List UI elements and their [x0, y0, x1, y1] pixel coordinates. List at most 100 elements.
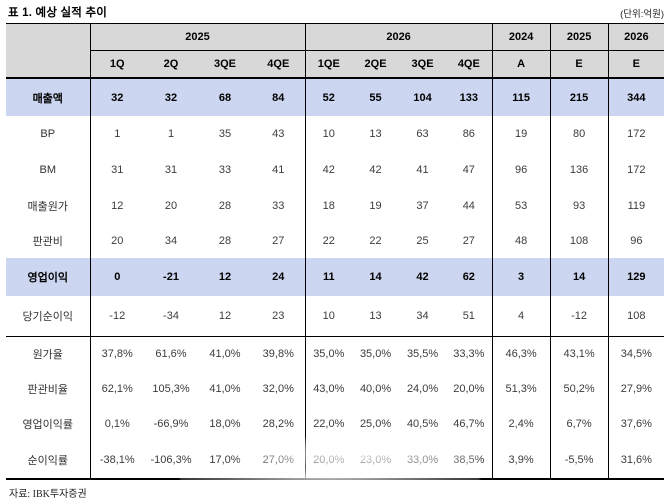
row-label: 판관비율 [6, 371, 91, 406]
value-cell: 12 [90, 188, 144, 224]
table-row: BP 1 1 35 43 10 13 63 86 19 80 172 [6, 116, 665, 152]
value-cell: 33 [198, 152, 252, 188]
value-cell: 32,0% [252, 371, 306, 406]
value-cell: 55 [352, 78, 400, 116]
value-cell: 108 [550, 224, 609, 258]
value-cell: 62,1% [90, 371, 144, 406]
table-row: BM 31 31 33 41 42 42 41 47 96 136 172 [6, 152, 665, 188]
row-label: 영업이익 [6, 258, 91, 296]
value-cell: 11 [305, 258, 353, 296]
value-cell: 344 [608, 78, 665, 116]
value-cell: 31 [90, 152, 144, 188]
value-cell: 129 [608, 258, 665, 296]
value-cell: 41 [399, 152, 447, 188]
period-header: A [492, 50, 551, 79]
table-row: 순이익률 -38,1% -106,3% 17,0% 27,0% 20,0% 23,0% 33,… [6, 442, 665, 479]
row-label: 매출액 [6, 78, 91, 116]
value-cell: 1 [90, 116, 144, 152]
value-cell: 6,7% [550, 406, 609, 442]
period-header: 2Q [144, 50, 198, 79]
value-cell: 22 [305, 224, 353, 258]
value-cell: 25 [399, 224, 447, 258]
value-cell: 20 [144, 188, 198, 224]
year-group-header: 2024 [492, 23, 551, 51]
source-note: 자료: IBK투자증권 [9, 489, 87, 500]
value-cell: 172 [608, 152, 665, 188]
value-cell: 35,0% [305, 335, 353, 371]
value-cell: 37 [399, 188, 447, 224]
value-cell: 119 [608, 188, 665, 224]
period-header: E [608, 50, 665, 79]
value-cell: 13 [352, 296, 400, 336]
value-cell: 34 [144, 224, 198, 258]
table-row: 영업이익 0 -21 12 24 11 14 42 62 3 14 129 [6, 258, 665, 296]
value-cell: 52 [305, 78, 353, 116]
value-cell: 47 [446, 152, 493, 188]
row-label: BP [6, 116, 91, 152]
value-cell: 24,0% [399, 371, 447, 406]
table-title: 표 1. 예상 실적 추이 [8, 7, 108, 19]
value-cell: 12 [198, 258, 252, 296]
value-cell: 172 [608, 116, 665, 152]
corner-header-cell [6, 23, 91, 79]
value-cell: 68 [198, 78, 252, 116]
value-cell: 20 [90, 224, 144, 258]
value-cell: 133 [446, 78, 493, 116]
period-header: 4QE [252, 50, 306, 79]
value-cell: 25,0% [352, 406, 400, 442]
value-cell: 19 [352, 188, 400, 224]
value-cell: 17,0% [198, 442, 252, 479]
period-header: 4QE [446, 50, 493, 79]
value-cell: 115 [492, 78, 551, 116]
title-bar: 표 1. 예상 실적 추이 (단위:억원) [8, 4, 664, 20]
value-cell: 44 [446, 188, 493, 224]
year-group-header: 2026 [608, 23, 665, 51]
table-row: 당기순이익 -12 -34 12 23 10 13 34 51 4 -12 108 [6, 296, 665, 336]
value-cell: 23 [252, 296, 306, 336]
value-cell: 24 [252, 258, 306, 296]
year-group-header: 2025 [90, 23, 306, 51]
value-cell: 105,3% [144, 371, 198, 406]
table-body: 매출액 32 32 68 84 52 55 104 133 115 215 344 BP 1 1 35 43 10… [6, 78, 665, 479]
value-cell: 18,0% [198, 406, 252, 442]
period-header: 1QE [305, 50, 353, 79]
period-header: 1Q [90, 50, 144, 79]
year-group-header: 2026 [305, 23, 493, 51]
row-label: 원가율 [6, 335, 91, 371]
value-cell: 34 [399, 296, 447, 336]
value-cell: 37,6% [608, 406, 665, 442]
value-cell: 28 [198, 224, 252, 258]
value-cell: 96 [492, 152, 551, 188]
value-cell: 28 [198, 188, 252, 224]
value-cell: 93 [550, 188, 609, 224]
value-cell: 27,9% [608, 371, 665, 406]
value-cell: 104 [399, 78, 447, 116]
value-cell: 48 [492, 224, 551, 258]
table-row: 원가율 37,8% 61,6% 41,0% 39,8% 35,0% 35,0% 35,5% 33… [6, 335, 665, 371]
value-cell: 108 [608, 296, 665, 336]
value-cell: 41 [252, 152, 306, 188]
row-label: BM [6, 152, 91, 188]
value-cell: -21 [144, 258, 198, 296]
value-cell: 61,6% [144, 335, 198, 371]
value-cell: 0,1% [90, 406, 144, 442]
value-cell: 23,0% [352, 442, 400, 479]
value-cell: 43 [252, 116, 306, 152]
value-cell: 33,0% [399, 442, 447, 479]
value-cell: 27 [446, 224, 493, 258]
value-cell: 51 [446, 296, 493, 336]
value-cell: 4 [492, 296, 551, 336]
value-cell: 96 [608, 224, 665, 258]
table-row: 영업이익률 0,1% -66,9% 18,0% 28,2% 22,0% 25,0% 40,5%… [6, 406, 665, 442]
value-cell: 43,1% [550, 335, 609, 371]
value-cell: 20,0% [305, 442, 353, 479]
value-cell: 31 [144, 152, 198, 188]
value-cell: 14 [550, 258, 609, 296]
value-cell: 3 [492, 258, 551, 296]
value-cell: 42 [305, 152, 353, 188]
value-cell: 18 [305, 188, 353, 224]
value-cell: 12 [198, 296, 252, 336]
value-cell: 80 [550, 116, 609, 152]
value-cell: 27 [252, 224, 306, 258]
row-label: 매출원가 [6, 188, 91, 224]
